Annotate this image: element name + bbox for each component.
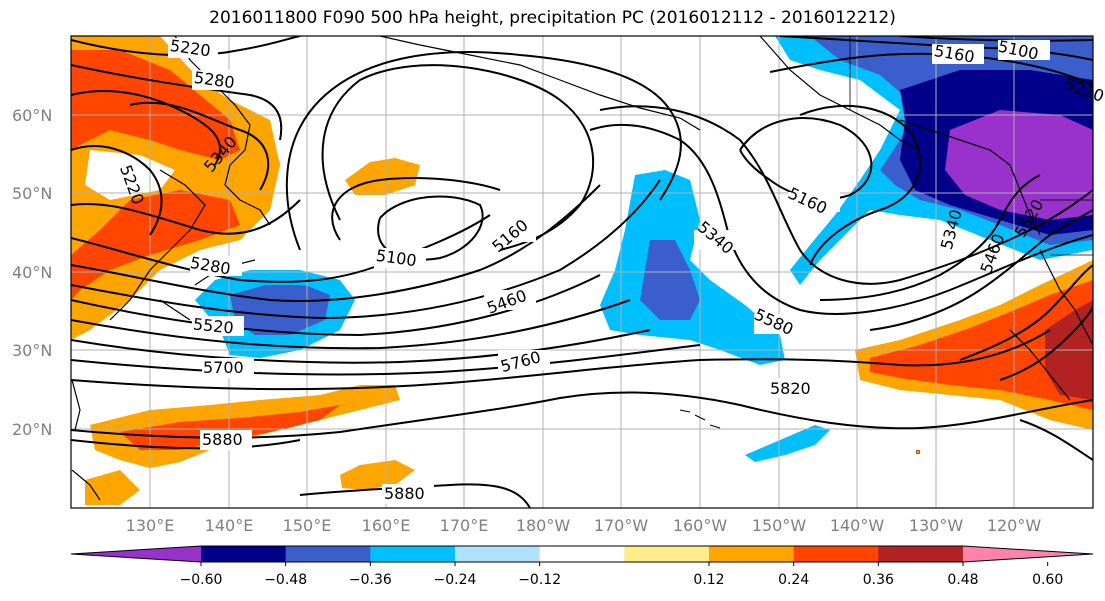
colorbar-tick-label: 0.48 <box>947 572 978 588</box>
lon-label: 140°E <box>205 516 254 535</box>
colorbar-tick-label: −0.24 <box>434 572 477 588</box>
lon-label: 120°W <box>987 516 1042 535</box>
cold-core-central-pacific <box>640 240 700 320</box>
lon-label: 150°W <box>752 516 807 535</box>
colorbar-tick-label: 0.12 <box>693 572 724 588</box>
lat-label: 20°N <box>12 420 52 439</box>
lon-label: 170°E <box>440 516 489 535</box>
contour-label: 5880 <box>202 430 243 449</box>
contour-label: 5820 <box>770 379 811 398</box>
lon-label: 160°W <box>673 516 728 535</box>
colorbar-segment <box>455 546 541 562</box>
colorbar-tick-label: 0.24 <box>778 572 809 588</box>
lat-label: 50°N <box>12 184 52 203</box>
lat-label: 40°N <box>12 263 52 282</box>
colorbar-tick-label: 0.36 <box>863 572 894 588</box>
colorbar-segment <box>370 546 456 562</box>
colorbar-tick-label: −0.48 <box>264 572 307 588</box>
colorbar-tick-label: 0.60 <box>1032 572 1063 588</box>
lon-label: 130°W <box>909 516 964 535</box>
lon-label: 170°W <box>594 516 649 535</box>
contour-label: 5880 <box>384 484 425 503</box>
colorbar-segment <box>285 546 371 562</box>
warm-core-asia-1 <box>71 50 240 160</box>
contour-label: 5700 <box>203 358 244 377</box>
colorbar-segment <box>793 546 879 562</box>
warm-spot-tropical-2 <box>85 470 140 505</box>
colorbar-tick-label: −0.60 <box>180 572 223 588</box>
map-frame <box>70 35 1094 509</box>
lat-label: 30°N <box>12 341 52 360</box>
colorbar-segment <box>963 546 1093 562</box>
warm-core-se-pacific <box>870 280 1093 410</box>
colorbar-segment <box>709 546 795 562</box>
lon-label: 130°E <box>126 516 175 535</box>
warm-spot-kamchatka <box>345 158 420 195</box>
colorbar-segment <box>878 546 964 562</box>
cold-region-central-pacific <box>600 170 785 365</box>
lat-label: 60°N <box>12 106 52 125</box>
colorbar-segment <box>539 546 625 562</box>
longitude-labels: 130°E 140°E 150°E 160°E 170°E 180°W 170°… <box>126 516 1042 535</box>
warm-spot-tropical-1 <box>340 460 415 490</box>
lon-label: 160°E <box>362 516 411 535</box>
colorbar-tick-label: −0.36 <box>349 572 392 588</box>
colorbar-tick-label: −0.12 <box>518 572 561 588</box>
hawaii-islands <box>679 409 721 429</box>
colorbar-segment <box>624 546 710 562</box>
contour-label: 5520 <box>192 314 234 337</box>
map-title: 2016011800 F090 500 hPa height, precipit… <box>209 8 896 28</box>
warm-band-tropical-core <box>120 405 340 450</box>
colorbar: −0.60 −0.48 −0.36 −0.24 −0.12 0.12 0.24 0.36 0.4… <box>70 545 1094 588</box>
white-hole-asia <box>85 150 175 200</box>
colorbar-segment <box>71 546 201 562</box>
lon-label: 140°W <box>830 516 885 535</box>
cold-spot-hawaii <box>745 425 830 462</box>
small-island-marker <box>915 449 921 455</box>
graticule <box>71 36 1093 508</box>
colorbar-segment <box>201 546 287 562</box>
lon-label: 180°W <box>516 516 571 535</box>
borders <box>849 36 1093 256</box>
latitude-labels: 60°N 50°N 40°N 30°N 20°N <box>12 106 52 439</box>
lon-label: 150°E <box>283 516 332 535</box>
